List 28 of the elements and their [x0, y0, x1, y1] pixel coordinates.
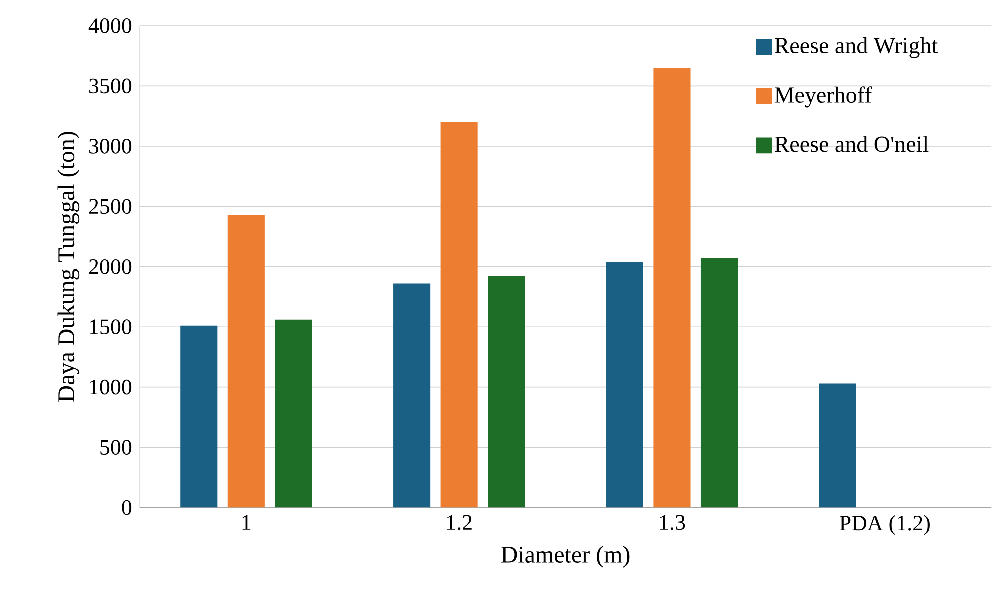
- y-tick-label: 3000: [89, 139, 132, 154]
- bar: [606, 262, 644, 508]
- y-tick-label: 2500: [89, 199, 132, 214]
- x-tick-label: PDA (1.2): [840, 515, 930, 536]
- bar: [440, 122, 478, 508]
- x-tick-label: 1.3: [660, 515, 686, 530]
- x-tick-label: 1: [242, 515, 251, 530]
- bar: [819, 384, 856, 508]
- y-tick-label: 4000: [88, 18, 132, 34]
- bar: [488, 276, 526, 508]
- legend-label: Reese and O'neil: [774, 136, 929, 152]
- y-tick-label: 0: [122, 500, 132, 516]
- bar: [700, 258, 738, 508]
- legend-label: Meyerhoff: [774, 86, 872, 108]
- legend-label: Reese and Wright: [774, 38, 938, 58]
- bar: [654, 68, 691, 508]
- y-tick-label: 1000: [90, 380, 132, 395]
- y-tick-label: 3500: [89, 78, 132, 94]
- bar: [275, 320, 312, 508]
- y-tick-label: 2000: [89, 260, 132, 274]
- x-tick-label: 1.2: [448, 515, 472, 530]
- y-tick-label: 500: [100, 440, 132, 456]
- bar: [394, 284, 431, 508]
- x-axis-title: Diameter (m): [502, 546, 630, 568]
- y-tick-label: 1500: [90, 320, 132, 335]
- bar: [228, 215, 265, 508]
- bar: [180, 326, 218, 508]
- y-axis-title: Daya Dukung Tunggal (ton): [58, 132, 80, 402]
